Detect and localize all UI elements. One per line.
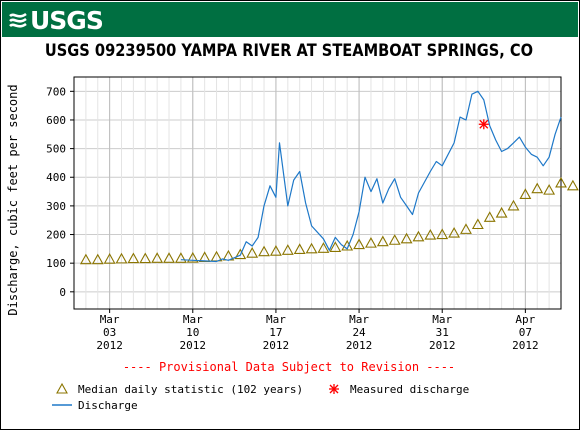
usgs-wave-logo-icon: [9, 12, 27, 28]
y-tick-label: 200: [46, 229, 66, 242]
y-tick-label: 600: [46, 114, 66, 127]
x-tick-label: Mar: [349, 313, 369, 326]
x-tick-label: 24: [352, 326, 366, 339]
median-point: [400, 232, 413, 244]
median-point: [139, 252, 152, 264]
x-tick-label: 2012: [346, 339, 373, 352]
median-point: [460, 223, 472, 234]
measured-point: [478, 119, 489, 130]
usgs-logo[interactable]: USGS: [8, 5, 104, 35]
median-point: [412, 230, 425, 242]
median-point: [436, 228, 449, 240]
y-tick-label: 400: [46, 171, 66, 184]
median-point: [127, 252, 140, 264]
usgs-logo-text: USGS: [30, 5, 104, 35]
x-tick-label: 2012: [263, 339, 290, 352]
median-point: [186, 251, 199, 263]
median-point: [483, 211, 496, 222]
median-point: [281, 244, 294, 255]
median-point: [293, 243, 306, 254]
y-tick-label: 300: [46, 200, 66, 213]
x-tick-label: Mar: [432, 313, 452, 326]
x-tick-label: 2012: [96, 339, 123, 352]
median-point: [246, 247, 259, 258]
measured-series: [478, 119, 489, 130]
discharge-line: [180, 90, 562, 263]
median-point: [103, 253, 116, 264]
y-tick-label: 500: [46, 143, 66, 156]
median-point: [91, 253, 104, 265]
median-point: [365, 236, 377, 248]
x-tick-label: 03: [103, 326, 116, 339]
legend-label: Measured discharge: [350, 383, 469, 396]
median-point: [115, 252, 128, 264]
median-point: [341, 239, 354, 251]
median-point: [353, 238, 366, 250]
x-axis-ticks: Mar032012Mar102012Mar172012Mar242012Mar3…: [96, 309, 539, 352]
median-point: [495, 206, 508, 218]
median-point: [424, 228, 437, 240]
median-point: [519, 188, 532, 199]
y-tick-label: 100: [46, 257, 66, 270]
median-point: [507, 199, 520, 211]
median-point: [376, 235, 389, 247]
y-axis-label: Discharge, cubic feet per second: [4, 84, 22, 315]
x-tick-label: 2012: [180, 339, 207, 352]
median-point: [79, 253, 92, 265]
legend-label: Median daily statistic (102 years): [78, 383, 303, 396]
median-point: [163, 252, 175, 263]
x-tick-label: Mar: [266, 313, 286, 326]
median-point: [555, 176, 567, 188]
median-point: [234, 248, 247, 260]
x-tick-label: 17: [269, 326, 282, 339]
median-point: [174, 252, 187, 263]
x-tick-label: 10: [186, 326, 199, 339]
median-point: [329, 241, 342, 252]
median-point: [531, 182, 544, 194]
median-point: [258, 245, 270, 257]
median-point: [269, 245, 282, 256]
median-point: [448, 226, 461, 238]
median-point: [566, 179, 579, 191]
x-tick-label: Apr: [515, 313, 535, 326]
median-point: [305, 242, 318, 254]
legend: Median daily statistic (102 years) Measur…: [52, 382, 469, 412]
median-point: [471, 218, 484, 230]
median-point: [151, 252, 164, 263]
legend-symbol-asterisk: [329, 384, 339, 394]
median-point: [317, 242, 330, 253]
discharge-series: [180, 90, 562, 263]
legend-symbol-triangle: [56, 382, 68, 394]
x-tick-label: 2012: [512, 339, 539, 352]
median-point: [543, 184, 556, 195]
y-tick-label: 0: [59, 286, 66, 299]
x-tick-label: 07: [519, 326, 532, 339]
y-axis-ticks: 0 100 200 300 400 500 600 700: [46, 85, 74, 299]
chart-title: USGS 09239500 YAMPA RIVER AT STEAMBOAT S…: [44, 41, 534, 61]
provisional-notice: ---- Provisional Data Subject to Revisio…: [122, 360, 456, 374]
plot-area: [73, 76, 562, 310]
median-point: [388, 234, 401, 245]
x-tick-label: 31: [436, 326, 449, 339]
legend-label: Discharge: [78, 399, 138, 412]
x-tick-label: Mar: [183, 313, 203, 326]
grid-lines: [73, 77, 562, 309]
usgs-banner: USGS: [2, 2, 578, 37]
x-tick-label: 2012: [429, 339, 456, 352]
y-axis-label-text: Discharge, cubic feet per second: [6, 84, 20, 316]
x-tick-label: Mar: [100, 313, 120, 326]
y-tick-label: 700: [46, 85, 66, 98]
